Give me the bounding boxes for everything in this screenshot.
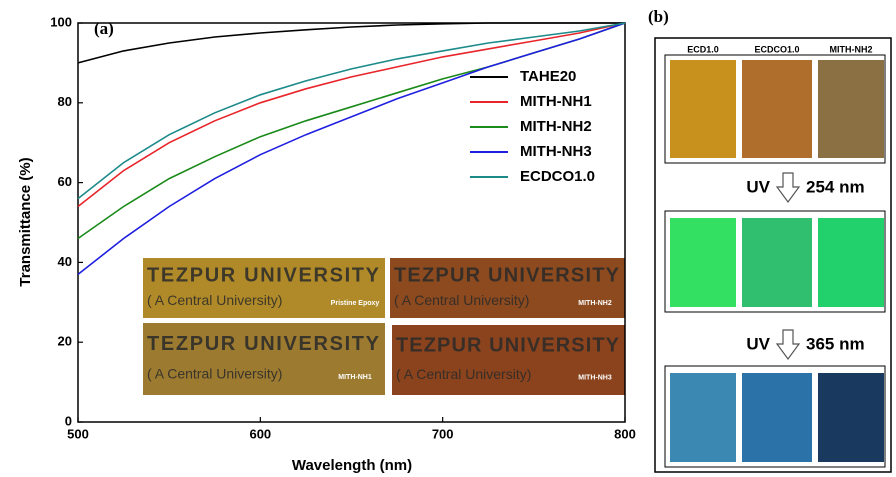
inset-text: ( A Central University) — [394, 292, 529, 308]
column-label: ECD1.0 — [687, 44, 719, 54]
x-tick-label: 800 — [614, 426, 636, 441]
y-tick-label: 60 — [58, 174, 72, 189]
column-label: ECDCO1.0 — [754, 44, 799, 54]
y-tick-label: 100 — [50, 14, 72, 29]
x-tick-label: 700 — [432, 426, 454, 441]
uv-label: UV — [746, 334, 770, 353]
uv-wavelength: 254 nm — [806, 177, 865, 196]
photo — [742, 60, 812, 158]
figure: (a) Wavelength (nm) Transmittance (%) (b… — [0, 0, 896, 477]
x-axis-label: Wavelength (nm) — [292, 457, 412, 474]
photo — [742, 218, 812, 307]
legend-label: TAHE20 — [520, 68, 576, 85]
column-label: MITH-NH2 — [830, 44, 873, 54]
photo — [670, 218, 736, 307]
photo — [818, 60, 884, 158]
inset-tag: MITH-NH3 — [578, 374, 612, 381]
inset-tag: MITH-NH2 — [578, 300, 612, 307]
uv-wavelength: 365 nm — [806, 334, 865, 353]
page: {"chart_data": {"type": "line", "panel_l… — [0, 0, 896, 477]
y-tick-label: 40 — [58, 254, 72, 269]
inset-text: TEZPUR UNIVERSITY — [396, 334, 620, 356]
photo — [742, 373, 812, 462]
inset-text: ( A Central University) — [147, 366, 282, 382]
x-tick-label: 500 — [67, 426, 89, 441]
photo — [818, 373, 884, 462]
photo — [818, 218, 884, 307]
photo — [670, 60, 736, 158]
inset-text: TEZPUR UNIVERSITY — [394, 264, 620, 286]
series-line — [78, 23, 625, 63]
panel-label: (a) — [94, 19, 114, 38]
photo — [670, 373, 736, 462]
x-tick-label: 600 — [249, 426, 271, 441]
panel-label: (b) — [648, 7, 669, 26]
y-axis-label: Transmittance (%) — [17, 157, 34, 286]
inset-text: ( A Central University) — [396, 366, 531, 382]
inset-text: ( A Central University) — [147, 292, 282, 308]
inset-text: TEZPUR UNIVERSITY — [147, 333, 380, 355]
y-tick-label: 80 — [58, 94, 72, 109]
inset-tag: Pristine Epoxy — [331, 300, 380, 307]
legend-label: MITH-NH1 — [520, 93, 592, 110]
uv-label: UV — [746, 177, 770, 196]
legend-label: MITH-NH3 — [520, 143, 592, 160]
y-tick-label: 20 — [58, 334, 72, 349]
legend-label: MITH-NH2 — [520, 118, 592, 135]
inset-tag: MITH-NH1 — [338, 374, 372, 381]
legend-label: ECDCO1.0 — [520, 168, 595, 185]
inset-text: TEZPUR UNIVERSITY — [147, 264, 380, 286]
